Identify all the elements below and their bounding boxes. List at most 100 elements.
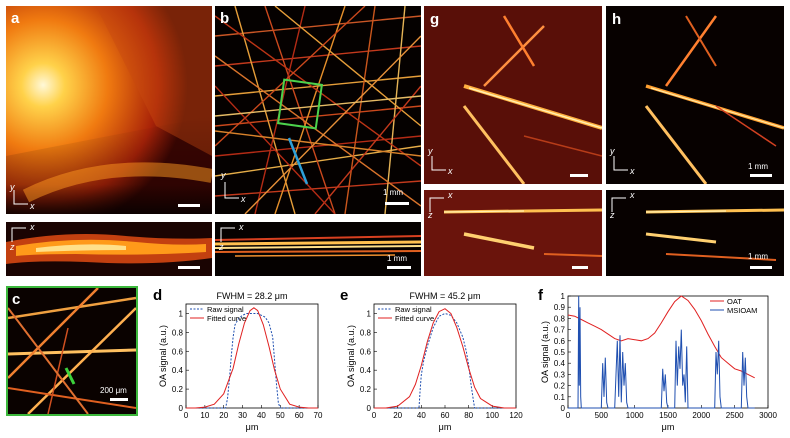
panel-d-label: d <box>153 287 163 304</box>
panel-a-label: a <box>11 10 20 27</box>
x-tick-label: 20 <box>393 411 402 420</box>
x-tick-label: 40 <box>257 411 266 420</box>
series-line-oat <box>567 295 755 379</box>
axis-y-label: y <box>428 146 433 156</box>
scalebar-h-xz-label: 1 mm <box>748 252 768 261</box>
axis-z-label: z <box>10 242 15 252</box>
series-line-fitted-curve <box>374 308 516 409</box>
panel-h-xz-image: x z 1 mm <box>606 190 784 276</box>
y-axis-label: OA signal (a.u.) <box>540 321 550 383</box>
x-tick-label: 50 <box>276 411 285 420</box>
chart-f: 0 500 1000 1500 2000 2500 300000.10.20.30.40.5… <box>540 292 777 432</box>
scalebar-b-xz-label: 1 mm <box>387 254 407 263</box>
chart-d: FWHM = 28.2 μm 0 10 20 30 40 50 60 70 0 0.2 0.4 0.6 0… <box>158 291 323 432</box>
panel-h-xz-fibers <box>645 208 784 261</box>
x-axis-label: μm <box>439 422 452 432</box>
panel-a-xz-image: x z <box>6 222 212 276</box>
panel-g-xz-image: x z <box>424 190 602 276</box>
axis-x-label: x <box>30 201 35 211</box>
plot-frame <box>185 303 319 409</box>
x-tick-label: 2000 <box>692 411 710 420</box>
chart-title: FWHM = 28.2 μm <box>217 291 288 301</box>
panel-b-xz-image: x z 1 mm <box>215 222 421 276</box>
axis-arrows-icon <box>613 156 628 171</box>
panel-g-label: g <box>430 11 440 28</box>
axis-x-label: x <box>239 222 244 232</box>
panel-a-xz-heatmap <box>6 222 212 276</box>
panel-a-heatmap <box>6 6 212 214</box>
legend-label: MSIOAM <box>727 306 757 315</box>
axis-arrows-icon <box>431 156 446 171</box>
scalebar-a-xz <box>178 266 200 269</box>
y-axis-label: OA signal (a.u.) <box>158 325 168 387</box>
y-tick-label: 0.6 <box>554 337 566 346</box>
y-tick-label: 0.8 <box>172 328 184 337</box>
panel-g-image: g y x <box>424 6 602 184</box>
legend-label: Fitted curve <box>395 314 434 323</box>
series-line-raw-signal <box>374 312 516 409</box>
y-tick-label: 0.2 <box>360 385 372 394</box>
scalebar-c <box>110 398 128 401</box>
y-tick-label: 0.2 <box>554 382 566 391</box>
x-tick-label: 100 <box>486 411 500 420</box>
x-tick-label: 0 <box>566 411 571 420</box>
scalebar-b <box>385 202 409 205</box>
x-tick-label: 120 <box>509 411 523 420</box>
y-tick-label: 0.8 <box>554 314 566 323</box>
panel-c-fibers <box>8 288 136 414</box>
x-tick-label: 500 <box>595 411 609 420</box>
y-tick-label: 1 <box>561 292 566 301</box>
scalebar-c-label: 200 μm <box>100 386 127 395</box>
y-tick-label: 1 <box>179 309 184 318</box>
axis-arrows-icon <box>611 197 626 212</box>
axis-x-label: x <box>448 166 453 176</box>
axis-y-label: y <box>221 170 226 180</box>
axis-y-label: y <box>10 182 15 192</box>
y-axis-label: OA signal (a.u.) <box>346 325 356 387</box>
axis-z-label: z <box>610 210 615 220</box>
axis-arrows-icon <box>220 227 235 242</box>
axis-z-label: z <box>428 210 433 220</box>
panel-b-label: b <box>220 10 230 27</box>
panel-b-xz-fibers <box>215 235 421 257</box>
axis-arrows-icon <box>224 182 239 199</box>
axis-x-label: x <box>30 222 35 232</box>
y-tick-label: 0.1 <box>554 393 566 402</box>
series-line-msioam <box>568 295 755 409</box>
axis-y-label: y <box>610 146 615 156</box>
scalebar-a <box>178 204 200 207</box>
y-tick-label: 0 <box>561 404 566 413</box>
roi-box <box>276 78 324 130</box>
panel-b-image: b y x 1 mm <box>215 6 421 214</box>
y-tick-label: 0.4 <box>360 366 372 375</box>
panel-c-label: c <box>12 291 21 308</box>
y-tick-label: 1 <box>367 309 372 318</box>
y-tick-label: 0.2 <box>172 385 184 394</box>
x-tick-label: 2500 <box>726 411 744 420</box>
axis-x-label: x <box>241 194 246 204</box>
legend-label: Raw signal <box>207 305 244 314</box>
scalebar-g <box>570 174 588 177</box>
axis-arrows-icon <box>11 227 26 242</box>
chart-e: FWHM = 45.2 μm 0 20 40 60 80 100 120 0 0.2 0.4 0.6 0… <box>346 291 523 432</box>
panel-h-fibers <box>644 15 784 184</box>
y-tick-label: 0.8 <box>360 328 372 337</box>
panel-b-fibers <box>215 6 421 214</box>
panel-a-image: a y x <box>6 6 212 214</box>
y-tick-label: 0.4 <box>554 359 566 368</box>
x-tick-label: 40 <box>417 411 426 420</box>
series-line-raw-signal <box>186 313 318 409</box>
x-tick-label: 0 <box>372 411 377 420</box>
axis-x-label: x <box>630 190 635 200</box>
x-tick-label: 10 <box>200 411 209 420</box>
y-tick-label: 0.3 <box>554 370 566 379</box>
scalebar-h-label: 1 mm <box>748 162 768 171</box>
x-axis-label: μm <box>662 422 675 432</box>
legend-label: OAT <box>727 297 742 306</box>
axis-arrows-icon <box>429 197 444 212</box>
y-tick-label: 0.7 <box>554 326 566 335</box>
x-tick-label: 70 <box>314 411 323 420</box>
chart-title: FWHM = 45.2 μm <box>410 291 481 301</box>
panel-g-xz-fibers <box>424 190 602 276</box>
panel-h-image: h y x 1 mm <box>606 6 784 184</box>
